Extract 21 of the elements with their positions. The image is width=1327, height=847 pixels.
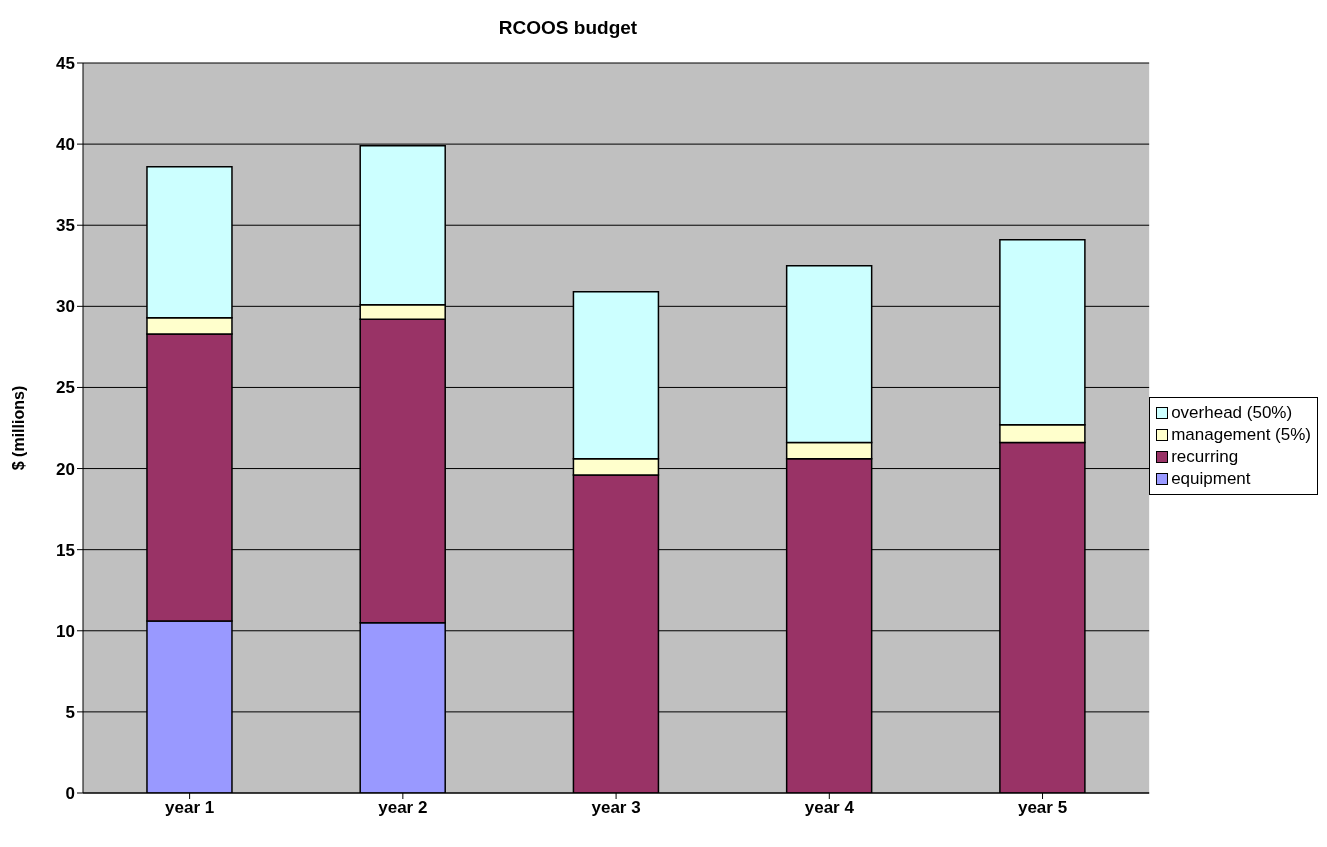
y-tick-label: 25 bbox=[56, 378, 75, 398]
legend-label: management (5%) bbox=[1171, 423, 1311, 446]
y-tick-label: 45 bbox=[56, 54, 75, 74]
y-tick-label: 35 bbox=[56, 216, 75, 236]
chart-title: RCOOS budget bbox=[497, 16, 639, 40]
x-tick-label: year 4 bbox=[804, 798, 855, 818]
legend-label: overhead (50%) bbox=[1171, 401, 1293, 424]
y-tick-label: 10 bbox=[56, 621, 75, 641]
y-tick-label: 15 bbox=[56, 540, 75, 560]
x-tick-label: year 3 bbox=[591, 798, 641, 818]
x-tick-label: year 5 bbox=[1017, 798, 1068, 818]
y-axis-title: $ (millions) bbox=[9, 385, 27, 471]
legend-label: equipment bbox=[1171, 467, 1251, 490]
y-tick-label: 5 bbox=[65, 702, 75, 722]
x-tick-label: year 2 bbox=[378, 798, 428, 818]
y-tick-label: 0 bbox=[65, 784, 75, 804]
y-tick-label: 30 bbox=[56, 297, 75, 317]
y-tick-label: 20 bbox=[56, 459, 75, 479]
x-tick-label: year 1 bbox=[165, 798, 215, 818]
legend-label: recurring bbox=[1171, 445, 1239, 468]
y-tick-label: 40 bbox=[56, 135, 75, 155]
